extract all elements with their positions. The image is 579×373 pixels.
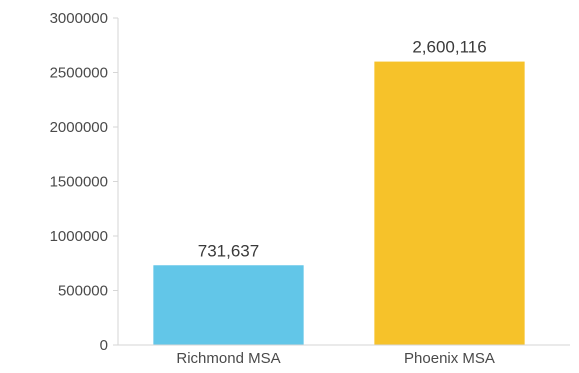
x-tick-label: Richmond MSA bbox=[176, 350, 280, 367]
y-tick-label: 2000000 bbox=[50, 119, 108, 136]
bar-phoenix-msa bbox=[374, 61, 525, 346]
y-axis: 0 500000 1000000 1500000 2000000 2500000 30000… bbox=[50, 10, 119, 354]
x-tick-label: Phoenix MSA bbox=[404, 350, 495, 367]
bars bbox=[153, 61, 525, 346]
x-axis: Richmond MSA Phoenix MSA bbox=[118, 344, 570, 367]
bar-richmond-msa bbox=[153, 265, 304, 345]
y-tick-label: 0 bbox=[100, 337, 108, 354]
bar-value-label: 2,600,116 bbox=[412, 38, 486, 57]
y-tick-label: 1500000 bbox=[50, 174, 108, 191]
y-tick-label: 2500000 bbox=[50, 65, 108, 82]
bar-value-label: 731,637 bbox=[198, 241, 259, 260]
data-labels: 731,637 2,600,116 bbox=[198, 38, 487, 261]
y-tick-label: 1000000 bbox=[50, 228, 108, 245]
y-tick-label: 500000 bbox=[58, 283, 108, 300]
y-tick-label: 3000000 bbox=[50, 10, 108, 27]
